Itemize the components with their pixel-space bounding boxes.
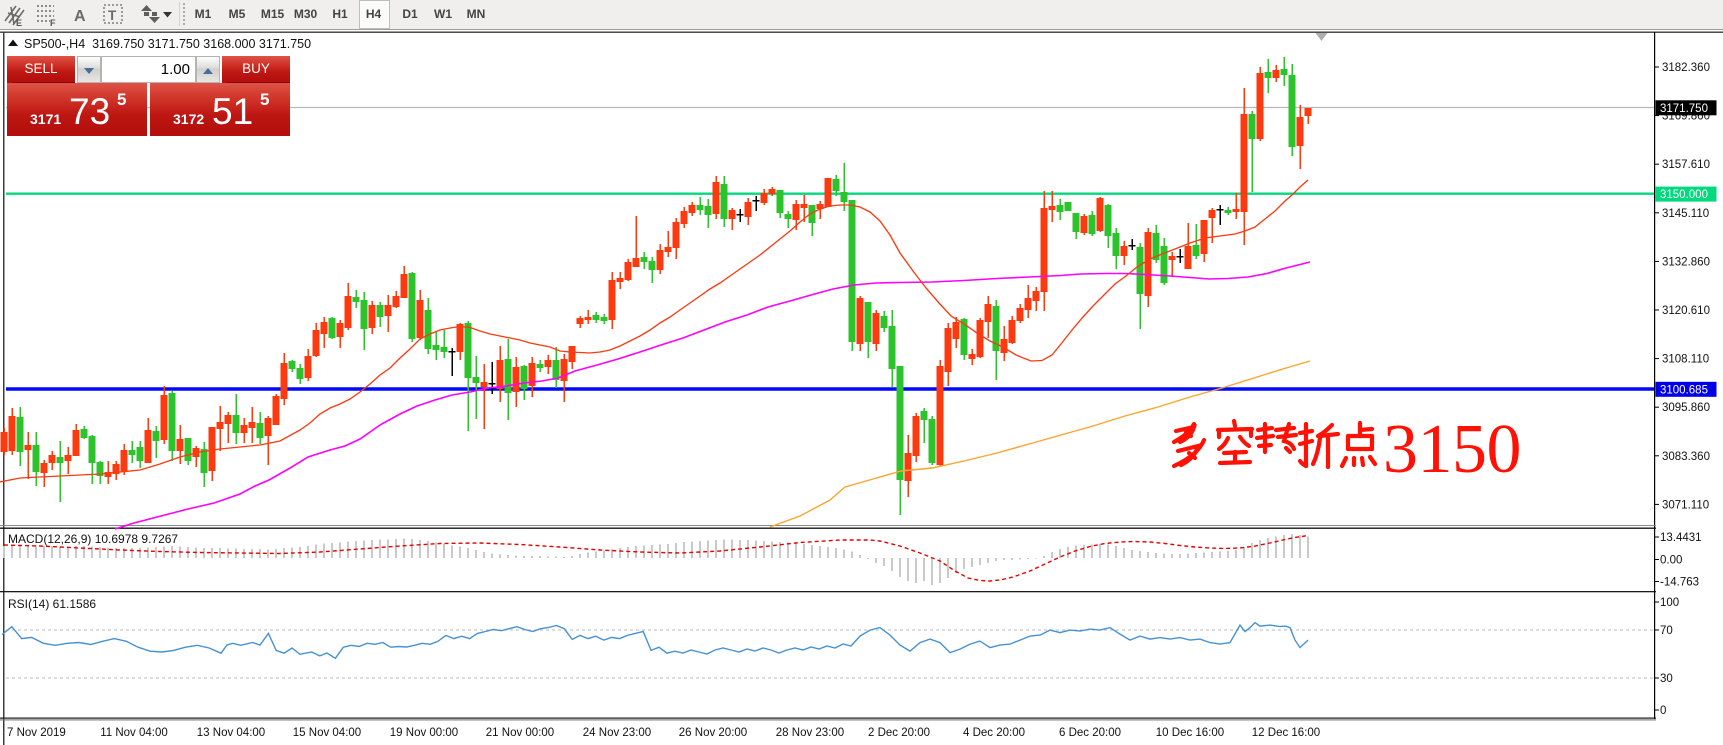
svg-text:SP500-,H4 3169.750 3171.750 3: SP500-,H4 3169.750 3171.750 3168.000 317… bbox=[24, 37, 311, 51]
svg-text:MACD(12,26,9) 10.6978 9.7267: MACD(12,26,9) 10.6978 9.7267 bbox=[8, 532, 178, 546]
svg-text:3083.360: 3083.360 bbox=[1662, 451, 1710, 463]
svg-text:3108.110: 3108.110 bbox=[1662, 354, 1709, 366]
svg-text:3150: 3150 bbox=[1383, 411, 1521, 488]
svg-text:26 Nov 20:00: 26 Nov 20:00 bbox=[679, 727, 747, 739]
svg-text:3132.860: 3132.860 bbox=[1662, 256, 1710, 268]
svg-text:RSI(14) 61.1586: RSI(14) 61.1586 bbox=[8, 597, 96, 611]
svg-text:28 Nov 23:00: 28 Nov 23:00 bbox=[776, 727, 844, 739]
svg-text:3120.610: 3120.610 bbox=[1662, 305, 1710, 317]
svg-text:3171.750: 3171.750 bbox=[1660, 103, 1708, 115]
svg-text:11 Nov 04:00: 11 Nov 04:00 bbox=[100, 727, 168, 739]
svg-text:4 Dec 20:00: 4 Dec 20:00 bbox=[963, 727, 1025, 739]
svg-text:13 Nov 04:00: 13 Nov 04:00 bbox=[197, 727, 265, 739]
svg-text:24 Nov 23:00: 24 Nov 23:00 bbox=[583, 727, 651, 739]
svg-text:3071.110: 3071.110 bbox=[1662, 499, 1709, 511]
svg-text:3150.000: 3150.000 bbox=[1660, 189, 1708, 201]
svg-text:0: 0 bbox=[1660, 705, 1666, 717]
svg-text:3145.110: 3145.110 bbox=[1662, 208, 1709, 220]
svg-text:3157.610: 3157.610 bbox=[1662, 159, 1710, 171]
svg-text:70: 70 bbox=[1660, 625, 1673, 637]
svg-text:A: A bbox=[74, 8, 86, 25]
svg-text:F: F bbox=[50, 18, 56, 28]
svg-text:15 Nov 04:00: 15 Nov 04:00 bbox=[293, 727, 361, 739]
svg-text:-14.763: -14.763 bbox=[1660, 577, 1699, 589]
svg-text:21 Nov 00:00: 21 Nov 00:00 bbox=[486, 727, 554, 739]
svg-text:3182.360: 3182.360 bbox=[1662, 62, 1710, 74]
svg-text:3095.860: 3095.860 bbox=[1662, 402, 1710, 414]
svg-text:12 Dec 16:00: 12 Dec 16:00 bbox=[1252, 727, 1320, 739]
svg-text:7 Nov 2019: 7 Nov 2019 bbox=[7, 727, 66, 739]
svg-text:6 Dec 20:00: 6 Dec 20:00 bbox=[1059, 727, 1121, 739]
svg-text:10 Dec 16:00: 10 Dec 16:00 bbox=[1156, 727, 1224, 739]
svg-text:100: 100 bbox=[1660, 597, 1679, 609]
svg-text:0.00: 0.00 bbox=[1660, 555, 1682, 567]
svg-text:30: 30 bbox=[1660, 673, 1673, 685]
svg-text:13.4431: 13.4431 bbox=[1660, 532, 1702, 544]
svg-text:3100.685: 3100.685 bbox=[1660, 384, 1708, 396]
svg-text:19 Nov 00:00: 19 Nov 00:00 bbox=[390, 727, 458, 739]
svg-text:2 Dec 20:00: 2 Dec 20:00 bbox=[868, 727, 930, 739]
svg-text:T: T bbox=[108, 8, 117, 23]
svg-text:E: E bbox=[16, 18, 22, 28]
